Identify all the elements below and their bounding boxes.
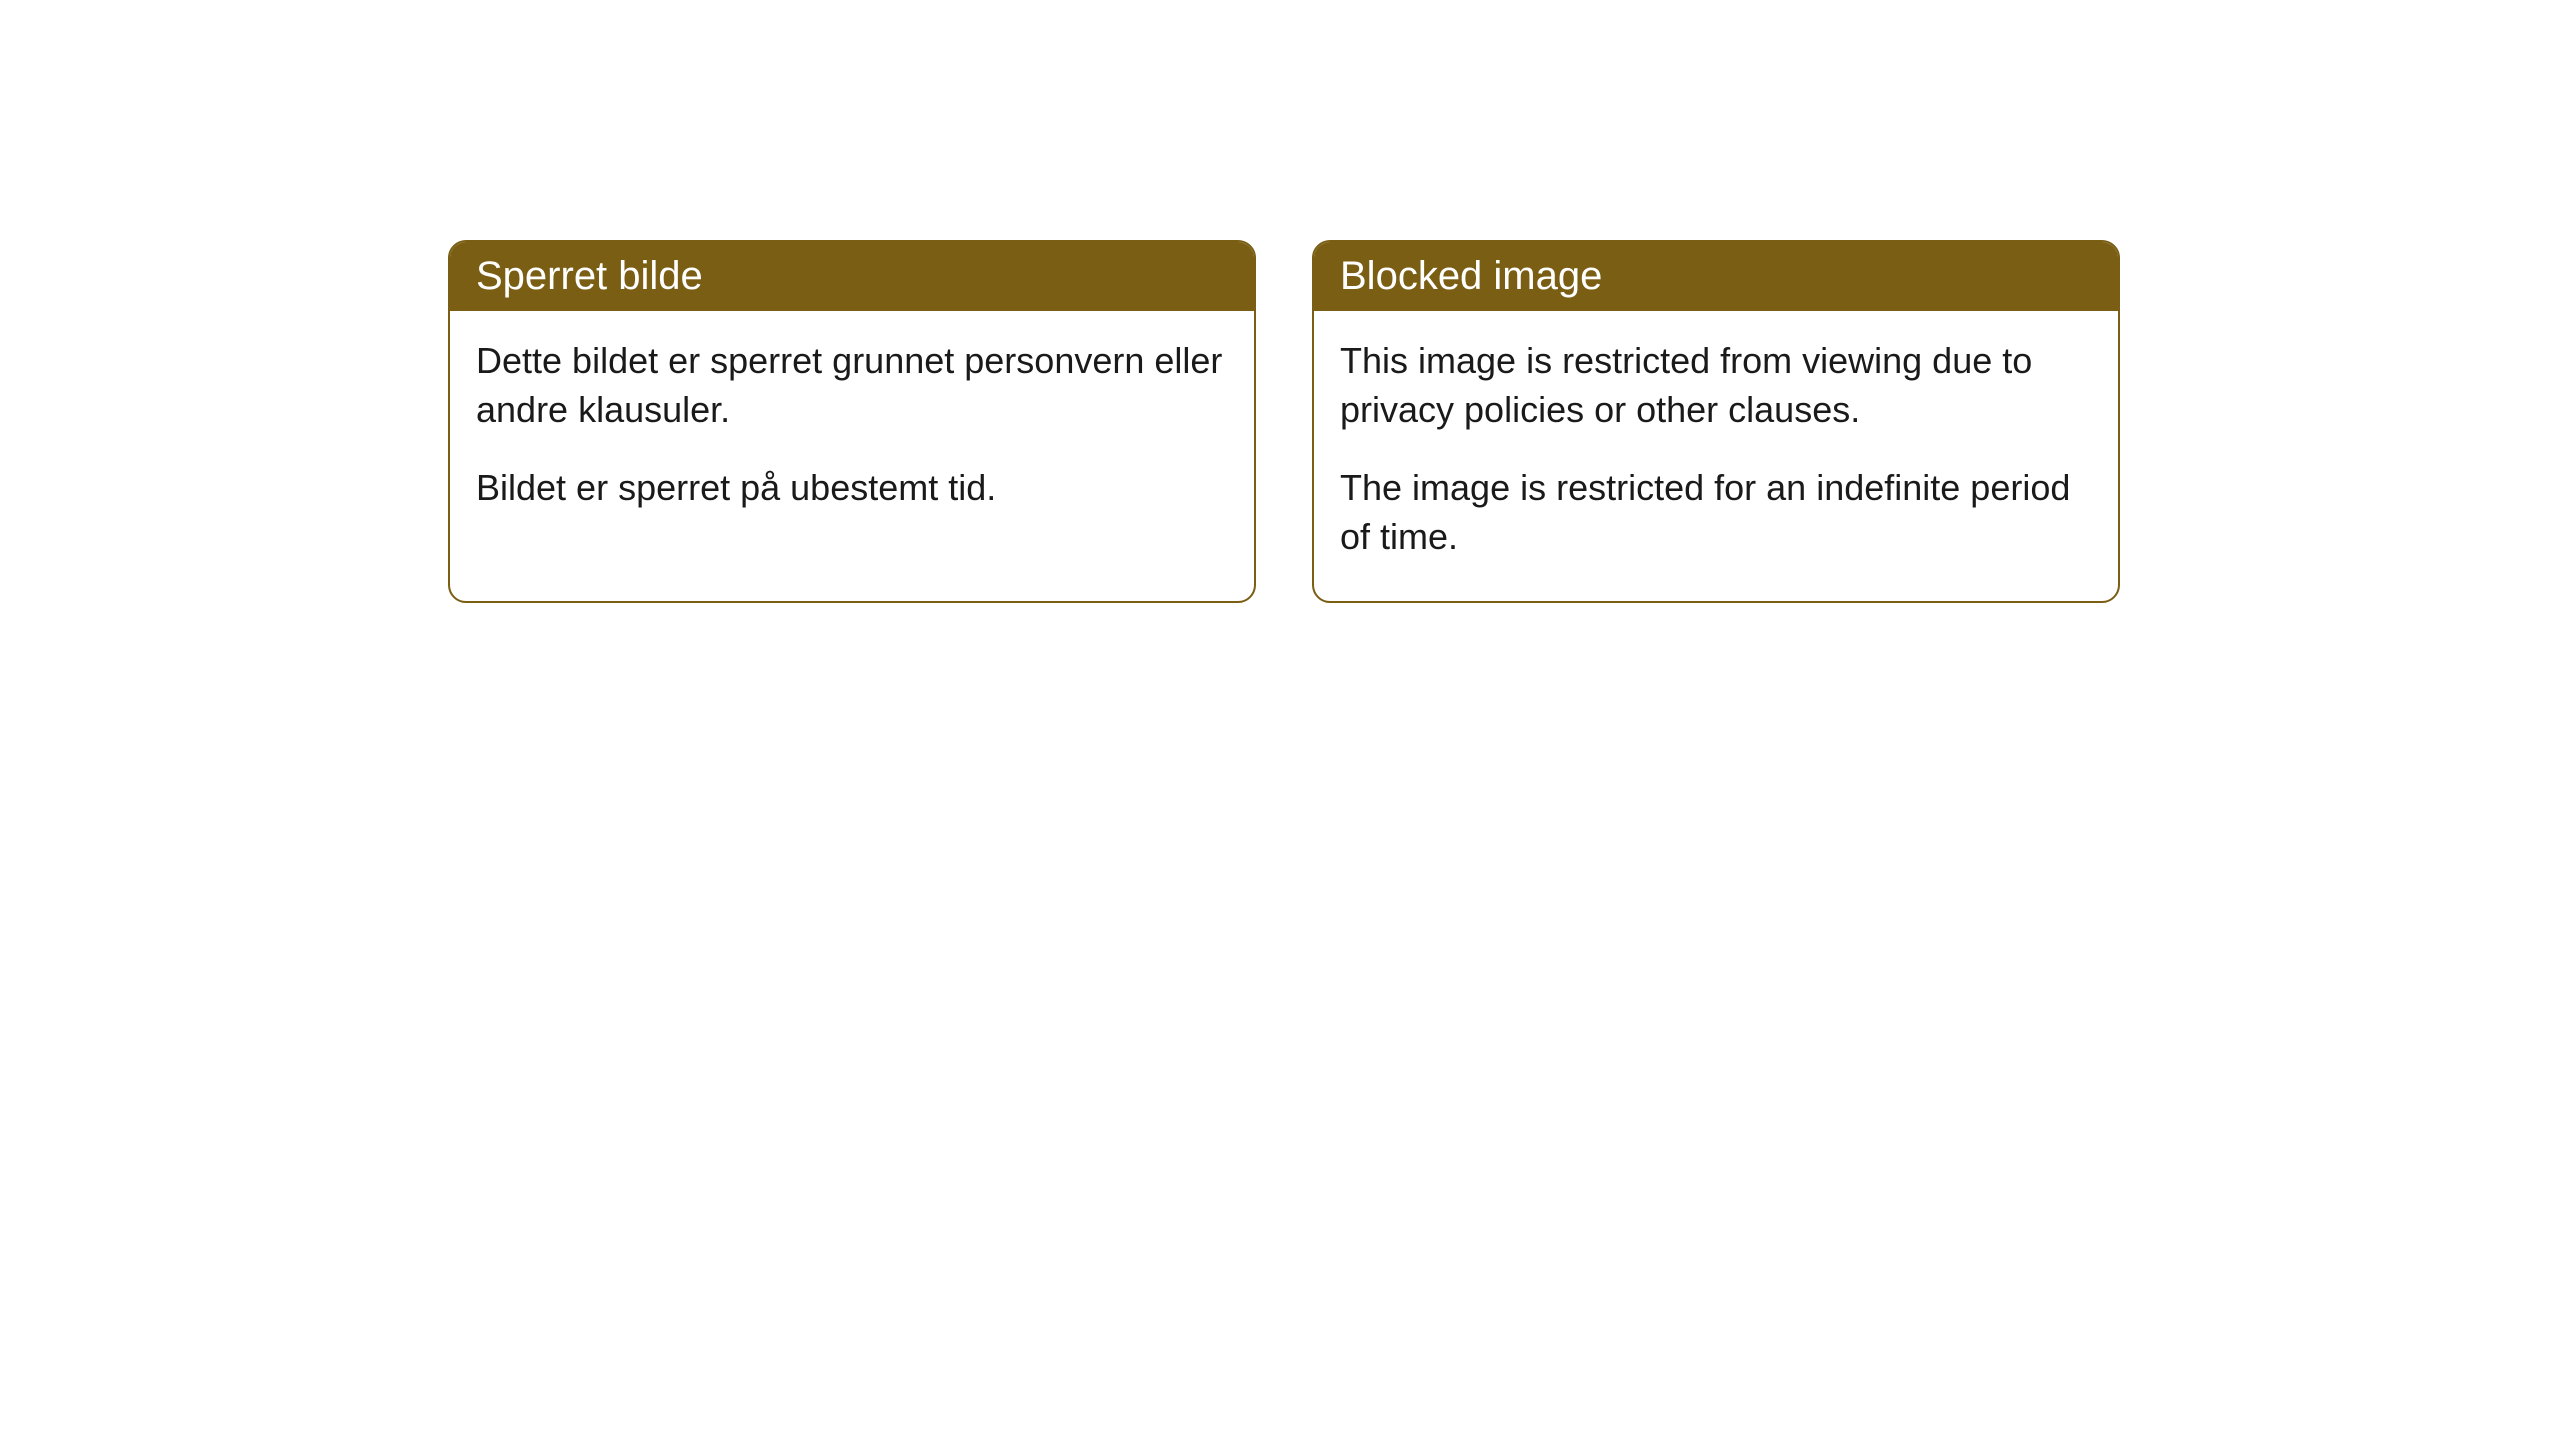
card-title: Blocked image (1340, 254, 1602, 298)
card-paragraph: Dette bildet er sperret grunnet personve… (476, 337, 1228, 434)
card-paragraph: This image is restricted from viewing du… (1340, 337, 2092, 434)
card-paragraph: Bildet er sperret på ubestemt tid. (476, 464, 1228, 513)
blocked-image-card-english: Blocked image This image is restricted f… (1312, 240, 2120, 603)
card-title: Sperret bilde (476, 254, 703, 298)
card-paragraph: The image is restricted for an indefinit… (1340, 464, 2092, 561)
blocked-image-card-norwegian: Sperret bilde Dette bildet er sperret gr… (448, 240, 1256, 603)
card-header: Sperret bilde (450, 242, 1254, 311)
card-body: Dette bildet er sperret grunnet personve… (450, 311, 1254, 553)
info-cards-container: Sperret bilde Dette bildet er sperret gr… (0, 0, 2560, 603)
card-header: Blocked image (1314, 242, 2118, 311)
card-body: This image is restricted from viewing du… (1314, 311, 2118, 601)
